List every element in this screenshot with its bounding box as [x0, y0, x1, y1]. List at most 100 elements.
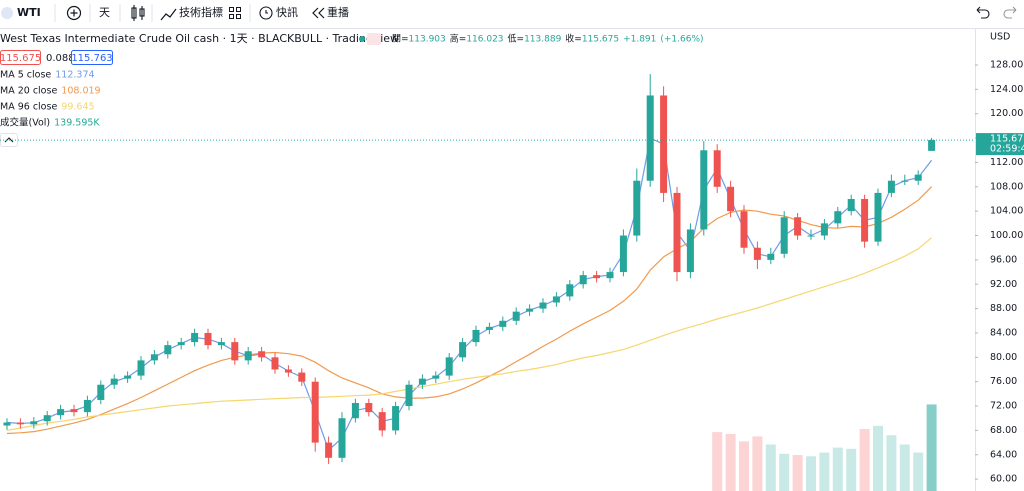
- candle-body: [204, 332, 212, 346]
- candle-body: [887, 180, 895, 193]
- redo[interactable]: [1003, 6, 1017, 19]
- candle-body: [405, 384, 413, 407]
- candle-body: [298, 372, 306, 382]
- ohlc-label: 高=: [450, 33, 467, 45]
- candle-body: [673, 192, 681, 273]
- ma-value: 108.019: [61, 86, 100, 97]
- candle-body: [16, 422, 24, 425]
- candle-body: [485, 326, 493, 330]
- volume-bar: [926, 404, 937, 491]
- candle-body: [928, 140, 936, 151]
- ohlc-legend: 開= 113.903 高= 116.023 低= 113.889 收= 115.675 +1.8…: [359, 33, 704, 45]
- candle-body: [619, 235, 627, 273]
- currency: USD: [990, 32, 1010, 43]
- y-tick-label: 92.00: [990, 279, 1017, 290]
- candle-body: [579, 275, 587, 285]
- candle-body: [847, 198, 855, 212]
- ohlc-value: 113.903: [409, 35, 446, 45]
- moving-average-line: [6, 137, 933, 452]
- plot: [3, 74, 937, 491]
- candle-body: [633, 180, 641, 236]
- candle-body: [217, 342, 225, 346]
- bid-price: 115.675: [0, 53, 41, 64]
- volume-bar: [913, 452, 924, 491]
- candle-body: [284, 369, 292, 373]
- moving-average-line: [6, 186, 933, 435]
- volume-bar: [819, 452, 830, 491]
- ma-name: MA 20 close: [0, 86, 57, 97]
- candle-body: [874, 192, 882, 242]
- status-dot: [359, 36, 365, 42]
- volume-bar: [765, 444, 776, 491]
- y-tick-label: 128.00: [990, 60, 1023, 71]
- candle-body: [660, 95, 668, 193]
- toolbar: [0, 0, 1024, 28]
- y-tick-label: 60.00: [990, 474, 1017, 485]
- candle-body: [740, 211, 748, 248]
- candle-body: [901, 180, 909, 182]
- candle-body: [445, 357, 453, 376]
- volume-bar: [725, 433, 736, 491]
- volume-bar: [806, 456, 816, 491]
- y-tick-label: 68.00: [990, 425, 1017, 436]
- interval[interactable]: 天: [99, 6, 110, 19]
- candle-body: [3, 422, 11, 426]
- candle-body: [700, 150, 708, 230]
- candle-body: [593, 275, 601, 279]
- undo[interactable]: [976, 6, 990, 19]
- ma-value: 99.645: [61, 102, 94, 113]
- add-symbol[interactable]: [66, 5, 82, 21]
- chart-type[interactable]: [131, 5, 145, 21]
- candle-body: [70, 409, 78, 413]
- ohlc-label: 低=: [508, 33, 525, 45]
- countdown: 02:59:48: [990, 144, 1024, 155]
- volume-bar: [832, 447, 843, 491]
- ohlc-label: 開=: [392, 34, 409, 45]
- candle-body: [753, 247, 761, 260]
- candle-body: [137, 360, 145, 376]
- candle-body: [378, 412, 386, 431]
- ma-name: MA 5 close: [0, 70, 51, 81]
- candle-body: [834, 211, 842, 224]
- candle-body: [861, 198, 869, 242]
- indicator-legend: MA 5 close 112.374 MA 20 close 108.019 MA 96…: [0, 70, 101, 129]
- symbol-icon[interactable]: [1, 7, 13, 19]
- status-badge: [367, 33, 381, 45]
- chart-title: West Texas Intermediate Crude Oil cash ·…: [0, 32, 399, 45]
- y-tick-label: 84.00: [990, 327, 1017, 338]
- volume-name: 成交量(Vol): [0, 117, 50, 129]
- layout-icon[interactable]: [229, 7, 241, 19]
- candle-body: [526, 308, 534, 312]
- symbol[interactable]: WTI: [17, 6, 41, 19]
- last-price-label: 115.675: [990, 134, 1024, 145]
- candle-body: [164, 345, 172, 355]
- y-tick-label: 104.00: [990, 206, 1023, 217]
- replay-icon[interactable]: [312, 7, 325, 19]
- y-tick-label: 100.00: [990, 230, 1023, 241]
- candle-body: [271, 357, 279, 370]
- ohlc-value: 115.675: [582, 35, 619, 45]
- volume-bar: [846, 448, 857, 491]
- moving-average-line: [6, 237, 932, 431]
- candle-body: [191, 332, 199, 343]
- candle-body: [231, 342, 239, 361]
- alerts-icon[interactable]: [259, 6, 273, 20]
- candle-body: [539, 302, 547, 309]
- volume-bar: [752, 436, 763, 491]
- candle-body: [807, 235, 815, 237]
- change: +1.891: [623, 35, 656, 45]
- volume-bar: [899, 444, 910, 491]
- y-tick-label: 88.00: [990, 303, 1017, 314]
- indicators-icon[interactable]: [160, 8, 177, 21]
- bid-box: [0, 50, 41, 65]
- alerts[interactable]: 快訊: [276, 5, 298, 19]
- ask-box: [71, 50, 113, 65]
- candle-body: [727, 186, 735, 212]
- indicators[interactable]: 技術指標: [179, 5, 223, 19]
- candle-body: [177, 342, 185, 346]
- candle-body: [914, 174, 922, 181]
- replay[interactable]: 重播: [327, 5, 349, 19]
- volume-bar: [792, 455, 803, 491]
